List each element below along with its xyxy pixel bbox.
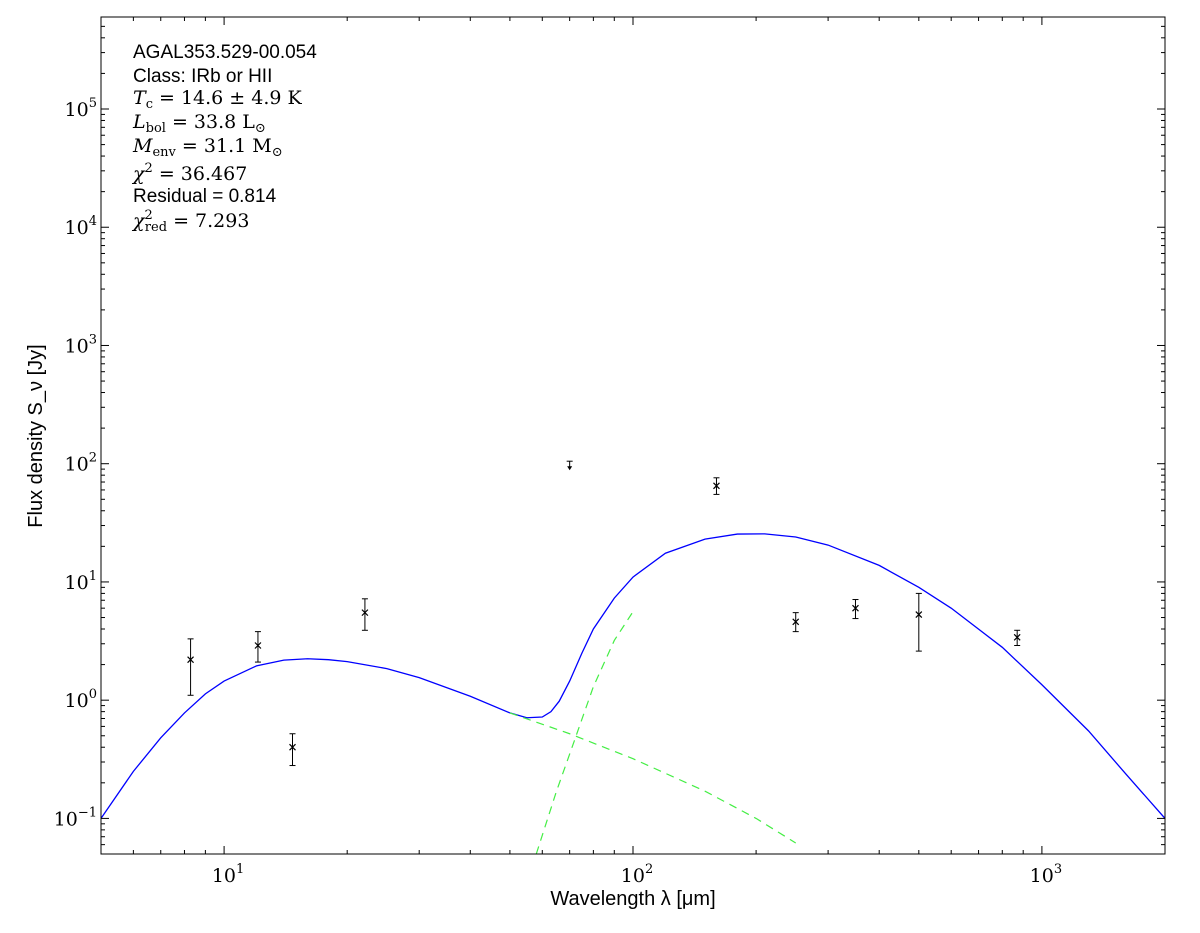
y-tick-label: 105 [65,96,97,121]
series-line-2 [535,611,634,854]
data-marker [915,611,923,618]
y-tick-label: 100 [65,687,97,712]
tc-annotation: Tc = 14.6 ± 4.9 K [133,87,303,112]
data-marker [792,618,800,626]
y-tick-label: 103 [65,332,97,357]
y-tick-label: 101 [65,569,97,594]
chi2red-annotation: χ2 red = 7.293 [131,208,249,235]
data-point-6 [852,599,859,620]
series-line-1 [509,712,797,844]
data-point-0 [187,638,194,696]
data-marker [1013,633,1021,641]
data-marker [852,604,859,612]
x-axis-label: Wavelength λ [μm] [550,888,715,910]
upper-limit-0 [566,460,573,471]
data-point-7 [915,592,923,652]
lbol-annotation: Lbol = 33.8 L⊙ [132,111,266,136]
x-tick-label: 102 [621,862,653,887]
menv-annotation: Menv = 31.1 M⊙ [132,135,283,160]
x-tick-label: 101 [212,862,244,887]
source-name: AGAL353.529-00.054 [133,42,317,63]
class-label: Class: IRb or HII [133,66,272,87]
y-tick-label: 10−1 [54,805,97,830]
data-point-8 [1013,629,1021,647]
data-point-1 [254,631,262,663]
data-marker [254,642,262,649]
model-curves [101,533,1165,854]
series-line-0 [101,533,1165,819]
measurement-points [187,460,1021,767]
data-point-5 [792,612,800,633]
chi2-annotation: χ2 = 36.467 [131,161,247,185]
data-point-2 [289,733,296,767]
annotation-block: AGAL353.529-00.054 Class: IRb or HII Tc … [131,42,317,235]
y-tick-label: 102 [65,451,97,476]
data-point-3 [361,598,369,631]
data-point-4 [713,477,720,495]
data-marker [187,656,194,664]
data-marker [713,482,720,490]
data-marker [289,743,296,751]
plot-frame [100,16,1166,855]
upper-limit-arrow [567,466,573,471]
y-axis-label: Flux density S_ν [Jy] [25,344,47,527]
data-marker [361,609,369,617]
residual-annotation: Residual = 0.814 [133,186,277,207]
axis-ticks: 101 102 103 10−1 100 101 102 103 104 105 [54,16,1166,887]
x-tick-label: 103 [1030,862,1062,887]
y-tick-label: 104 [65,214,97,239]
